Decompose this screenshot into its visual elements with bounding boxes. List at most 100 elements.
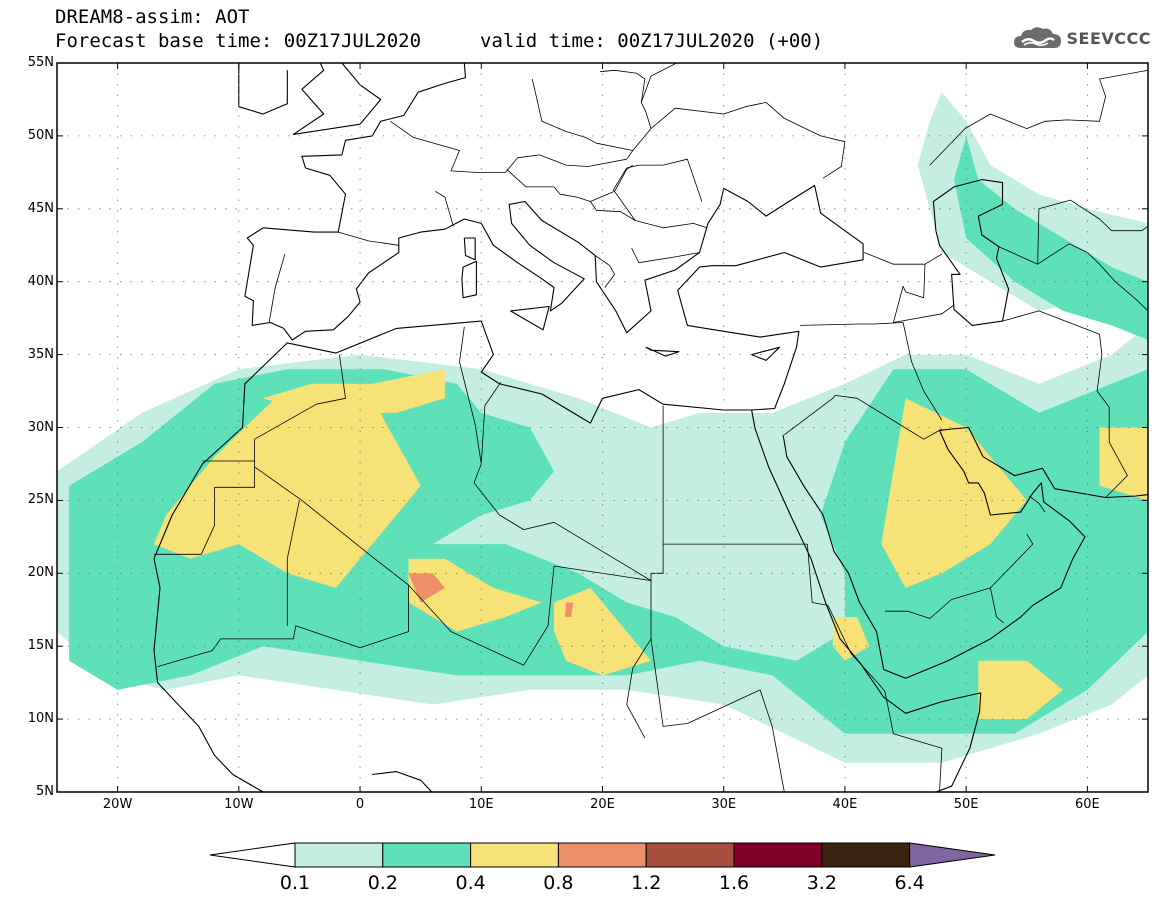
- colorbar-arrow-high: [909, 842, 996, 868]
- logo-text: SEEVCCC: [1066, 28, 1151, 48]
- colorbar-segment: [294, 842, 384, 868]
- country-border: [800, 322, 943, 421]
- country-border: [286, 500, 300, 626]
- aot-region-level-4: [564, 602, 574, 617]
- country-border: [590, 201, 707, 229]
- country-border: [893, 285, 955, 323]
- country-border: [1028, 495, 1046, 513]
- country-border: [480, 382, 502, 464]
- country-border: [990, 587, 1004, 624]
- lat-tick-label: 35N: [27, 346, 54, 362]
- coastline: [153, 63, 864, 651]
- lat-tick-label: 45N: [27, 200, 54, 216]
- country-border: [157, 466, 409, 667]
- colorbar-label: 0.4: [455, 872, 486, 894]
- coastline: [751, 409, 982, 792]
- cloud-logo-icon: [1013, 27, 1061, 48]
- colorbar-segment: [821, 842, 911, 868]
- aot-field: [57, 63, 1148, 792]
- country-border: [650, 638, 785, 792]
- aot-region-level-3: [154, 383, 421, 588]
- lat-tick-label: 10N: [27, 711, 54, 727]
- lon-tick-label: 30E: [711, 797, 737, 812]
- colorbar-segment: [470, 842, 559, 868]
- colorbar-segment: [382, 842, 472, 868]
- map-title: DREAM8-assim: AOT: [55, 6, 250, 28]
- aot-region-level-3: [881, 398, 1027, 588]
- country-border: [864, 252, 943, 265]
- colorbar-label: 1.2: [631, 872, 662, 894]
- colorbar-label: 0.8: [543, 872, 574, 894]
- coastline: [510, 305, 550, 331]
- country-border: [1002, 310, 1128, 498]
- aot-region-level-4: [408, 573, 445, 603]
- country-border: [1037, 243, 1148, 312]
- lon-tick-label: 60E: [1074, 797, 1100, 812]
- country-border: [408, 565, 652, 666]
- coastline: [238, 63, 288, 115]
- lon-tick-label: 50E: [953, 797, 979, 812]
- coastline: [461, 260, 477, 299]
- country-border: [434, 190, 454, 227]
- country-border: [268, 253, 286, 323]
- country-border: [506, 164, 634, 202]
- colorbar-segment: [645, 842, 735, 868]
- aot-region-level-3: [978, 660, 1064, 720]
- country-border: [626, 580, 652, 739]
- country-border: [640, 63, 678, 103]
- country-border: [807, 544, 943, 792]
- forecast-base-time: Forecast base time: 00Z17JUL2020: [55, 30, 422, 52]
- lat-tick-label: 40N: [27, 273, 54, 289]
- country-border: [929, 69, 1148, 166]
- lat-tick-label: 5N: [36, 784, 54, 799]
- aot-region-level-3: [408, 558, 542, 632]
- lat-tick-label: 30N: [27, 419, 54, 435]
- country-border: [459, 326, 664, 581]
- country-border: [631, 248, 700, 264]
- lon-tick-label: 10E: [468, 797, 494, 812]
- lat-tick-label: 20N: [27, 565, 54, 581]
- coastline: [292, 63, 382, 135]
- country-border: [884, 533, 1034, 619]
- country-border: [594, 255, 615, 288]
- colorbar-segment: [557, 842, 647, 868]
- colorbar-segment: [733, 842, 823, 868]
- coastline: [932, 179, 1010, 326]
- seevccc-logo: SEEVCCC: [1012, 24, 1152, 52]
- colorbar-label: 1.6: [718, 872, 750, 894]
- colorbar-label: 0.1: [279, 872, 311, 894]
- lat-tick-label: 15N: [27, 638, 54, 654]
- aot-region-level-3: [832, 617, 870, 661]
- country-border: [254, 354, 346, 461]
- colorbar-arrow-low: [209, 842, 296, 868]
- country-border: [390, 69, 652, 173]
- aot-region-level-2: [954, 135, 1148, 340]
- country-border: [784, 394, 943, 440]
- lat-tick-label: 25N: [27, 492, 54, 508]
- aot-region-level-3: [263, 369, 445, 413]
- lon-tick-label: 20E: [590, 797, 615, 812]
- country-border: [902, 264, 926, 299]
- coastline: [372, 771, 433, 792]
- coastline: [463, 237, 476, 261]
- country-border: [338, 231, 399, 246]
- country-border: [531, 78, 633, 151]
- colorbar-label: 3.2: [806, 872, 837, 894]
- lon-tick-label: 0: [355, 797, 365, 812]
- valid-time: valid time: 00Z17JUL2020 (+00): [480, 30, 824, 52]
- coastline: [751, 346, 781, 361]
- coastline: [153, 650, 264, 792]
- coastline: [645, 346, 680, 357]
- country-border: [650, 102, 846, 179]
- lon-tick-label: 40E: [832, 797, 858, 812]
- country-border: [998, 199, 1148, 265]
- lon-tick-label: 10W: [224, 797, 254, 812]
- lat-tick-label: 55N: [27, 55, 54, 70]
- aot-region-level-3: [1099, 427, 1148, 501]
- coastline: [782, 426, 1148, 679]
- colorbar-label: 0.2: [367, 872, 398, 894]
- colorbar-label: 6.4: [894, 872, 925, 894]
- aot-region-level-3: [554, 587, 651, 676]
- country-border: [613, 158, 703, 221]
